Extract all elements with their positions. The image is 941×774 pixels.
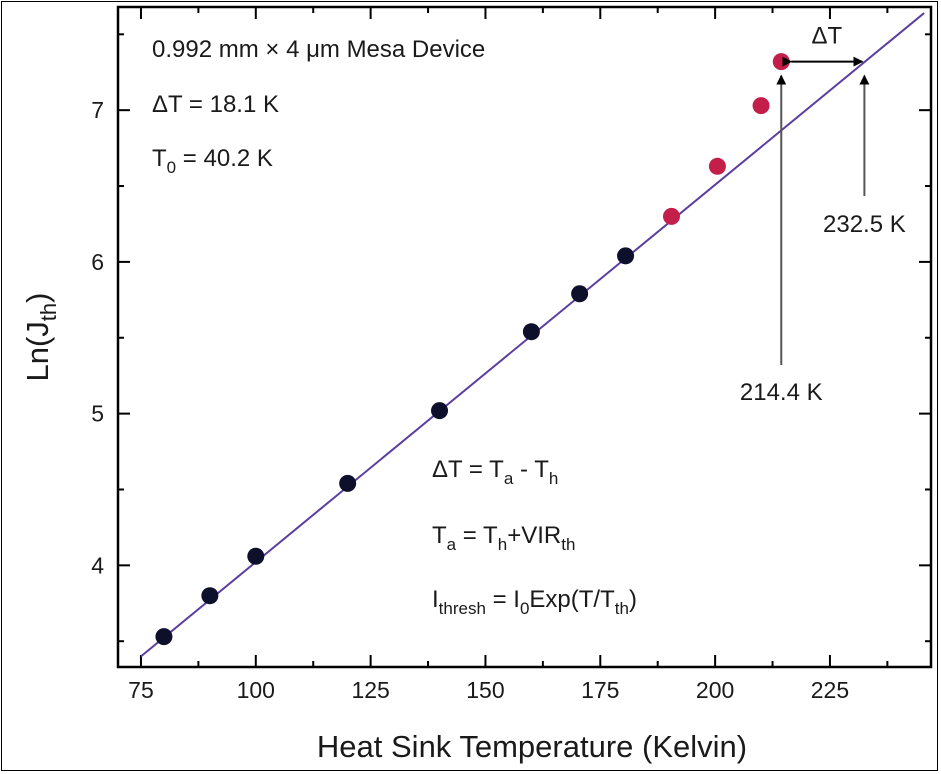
y-tick-label: 7 bbox=[91, 97, 104, 123]
data-point bbox=[772, 53, 790, 71]
equation-ta: Ta = Th+VIRth bbox=[432, 522, 575, 554]
x-axis-ticks: 75 100 125 150 175 200 225 bbox=[128, 7, 889, 703]
y-tick-label: 4 bbox=[91, 552, 104, 578]
y-axis-title: Ln(Jth) bbox=[20, 293, 61, 382]
data-point bbox=[571, 285, 589, 303]
x-tick-label: 175 bbox=[581, 677, 619, 703]
x-tick-label: 75 bbox=[128, 677, 154, 703]
device-label: 0.992 mm × 4 μm Mesa Device bbox=[152, 36, 485, 63]
data-point bbox=[155, 628, 173, 646]
x-axis-title: Heat Sink Temperature (Kelvin) bbox=[317, 729, 747, 764]
data-point bbox=[339, 474, 357, 492]
data-point bbox=[752, 97, 770, 115]
delta-t-value: ΔT = 18.1 K bbox=[152, 91, 279, 118]
equation-delta-t: ΔT = Ta - Th bbox=[432, 456, 558, 488]
y-axis-ticks: 4 5 6 7 bbox=[91, 33, 931, 643]
x-tick-label: 225 bbox=[811, 677, 849, 703]
x-tick-label: 150 bbox=[466, 677, 504, 703]
delta-t-arrow-label: ΔT bbox=[811, 23, 842, 50]
x-tick-label: 100 bbox=[237, 677, 275, 703]
equation-ithresh: Ithresh = I0Exp(T/Tth) bbox=[432, 586, 637, 618]
data-points bbox=[155, 53, 790, 646]
high-temp-label: 232.5 K bbox=[823, 211, 906, 238]
y-tick-label: 6 bbox=[91, 249, 104, 275]
data-point bbox=[431, 402, 449, 420]
data-point bbox=[247, 547, 265, 565]
x-tick-label: 125 bbox=[351, 677, 389, 703]
data-point bbox=[708, 157, 726, 175]
data-point bbox=[522, 323, 540, 341]
low-temp-label: 214.4 K bbox=[740, 379, 823, 406]
x-tick-label: 200 bbox=[696, 677, 734, 703]
y-tick-label: 5 bbox=[91, 401, 104, 427]
data-point bbox=[201, 587, 219, 605]
data-point bbox=[617, 247, 635, 265]
t0-value: T0 = 40.2 K bbox=[152, 145, 273, 177]
data-point bbox=[662, 207, 680, 225]
